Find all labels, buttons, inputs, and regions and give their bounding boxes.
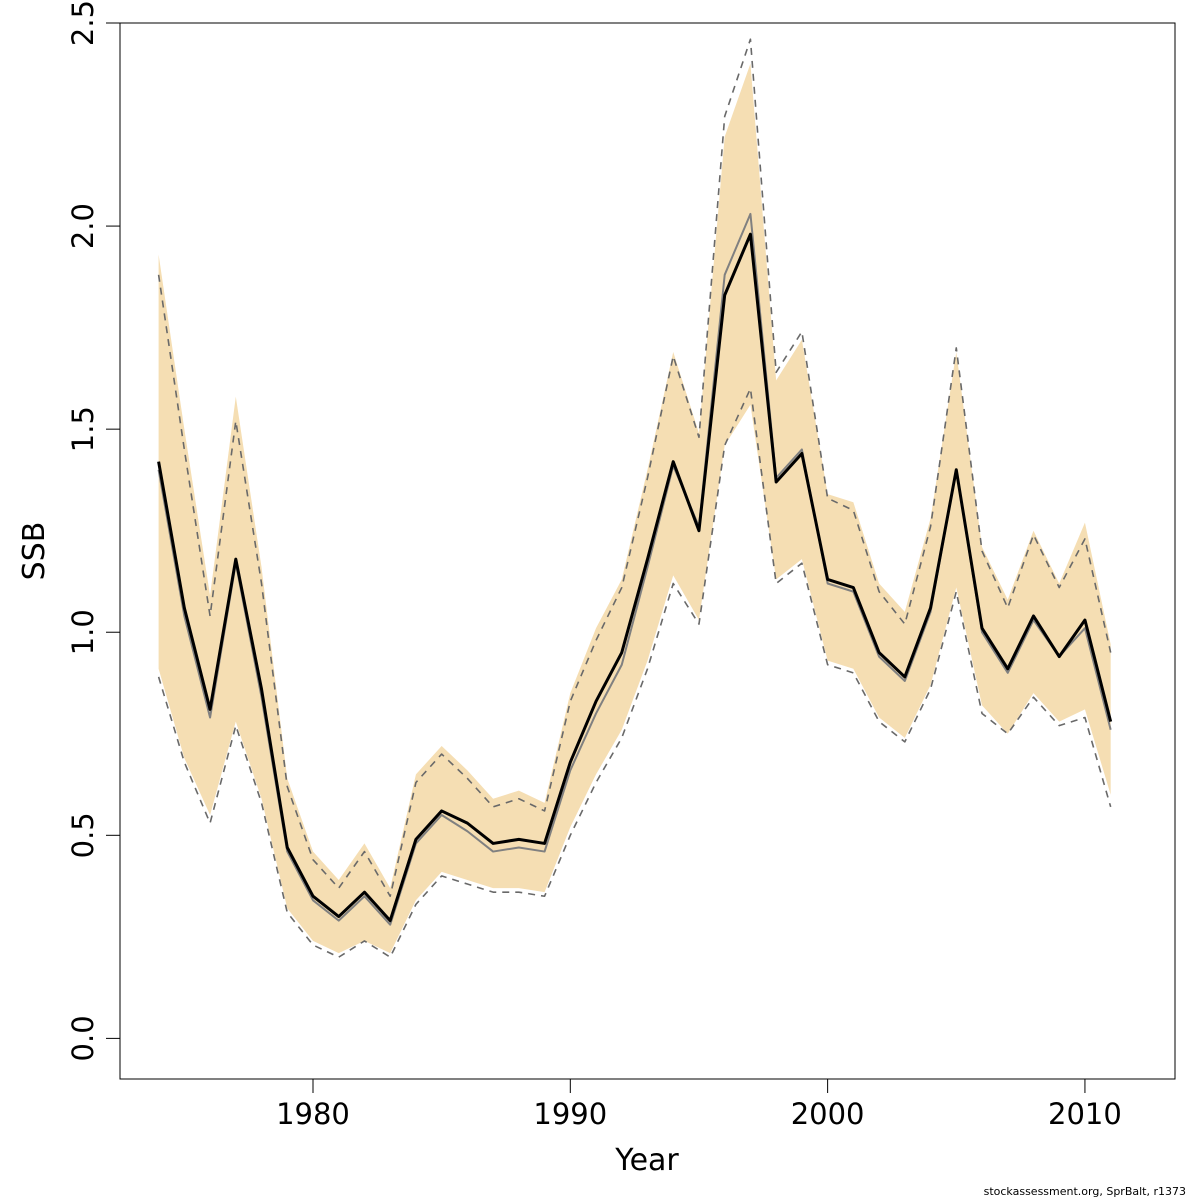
y-axis: 0.0 0.5 1.0 1.5 2.0 2.5	[66, 0, 121, 1061]
plot-area	[157, 38, 1113, 958]
upper-bound-dashed-line	[157, 38, 1112, 898]
y-tick-label: 0.0	[66, 1015, 100, 1061]
ssb-estimate-line	[157, 232, 1113, 923]
x-tick-label: 2000	[791, 1097, 865, 1131]
y-axis-title: SSB	[17, 522, 52, 581]
confidence-band	[158, 63, 1111, 954]
x-tick-label: 1990	[533, 1097, 607, 1131]
x-tick-label: 2010	[1048, 1097, 1122, 1131]
x-axis: 1980 1990 2000 2010	[276, 1078, 1122, 1131]
x-axis-title: Year	[614, 1143, 679, 1178]
footer-credit: stockassessment.org, SprBalt, r1373	[983, 1185, 1186, 1198]
y-tick-label: 1.5	[66, 406, 100, 452]
x-tick-label: 1980	[276, 1097, 350, 1131]
lower-bound-dashed-line	[157, 387, 1112, 958]
y-tick-label: 2.5	[66, 0, 100, 46]
y-tick-label: 2.0	[66, 203, 100, 249]
y-tick-label: 1.0	[66, 609, 100, 655]
y-tick-label: 0.5	[66, 812, 100, 858]
